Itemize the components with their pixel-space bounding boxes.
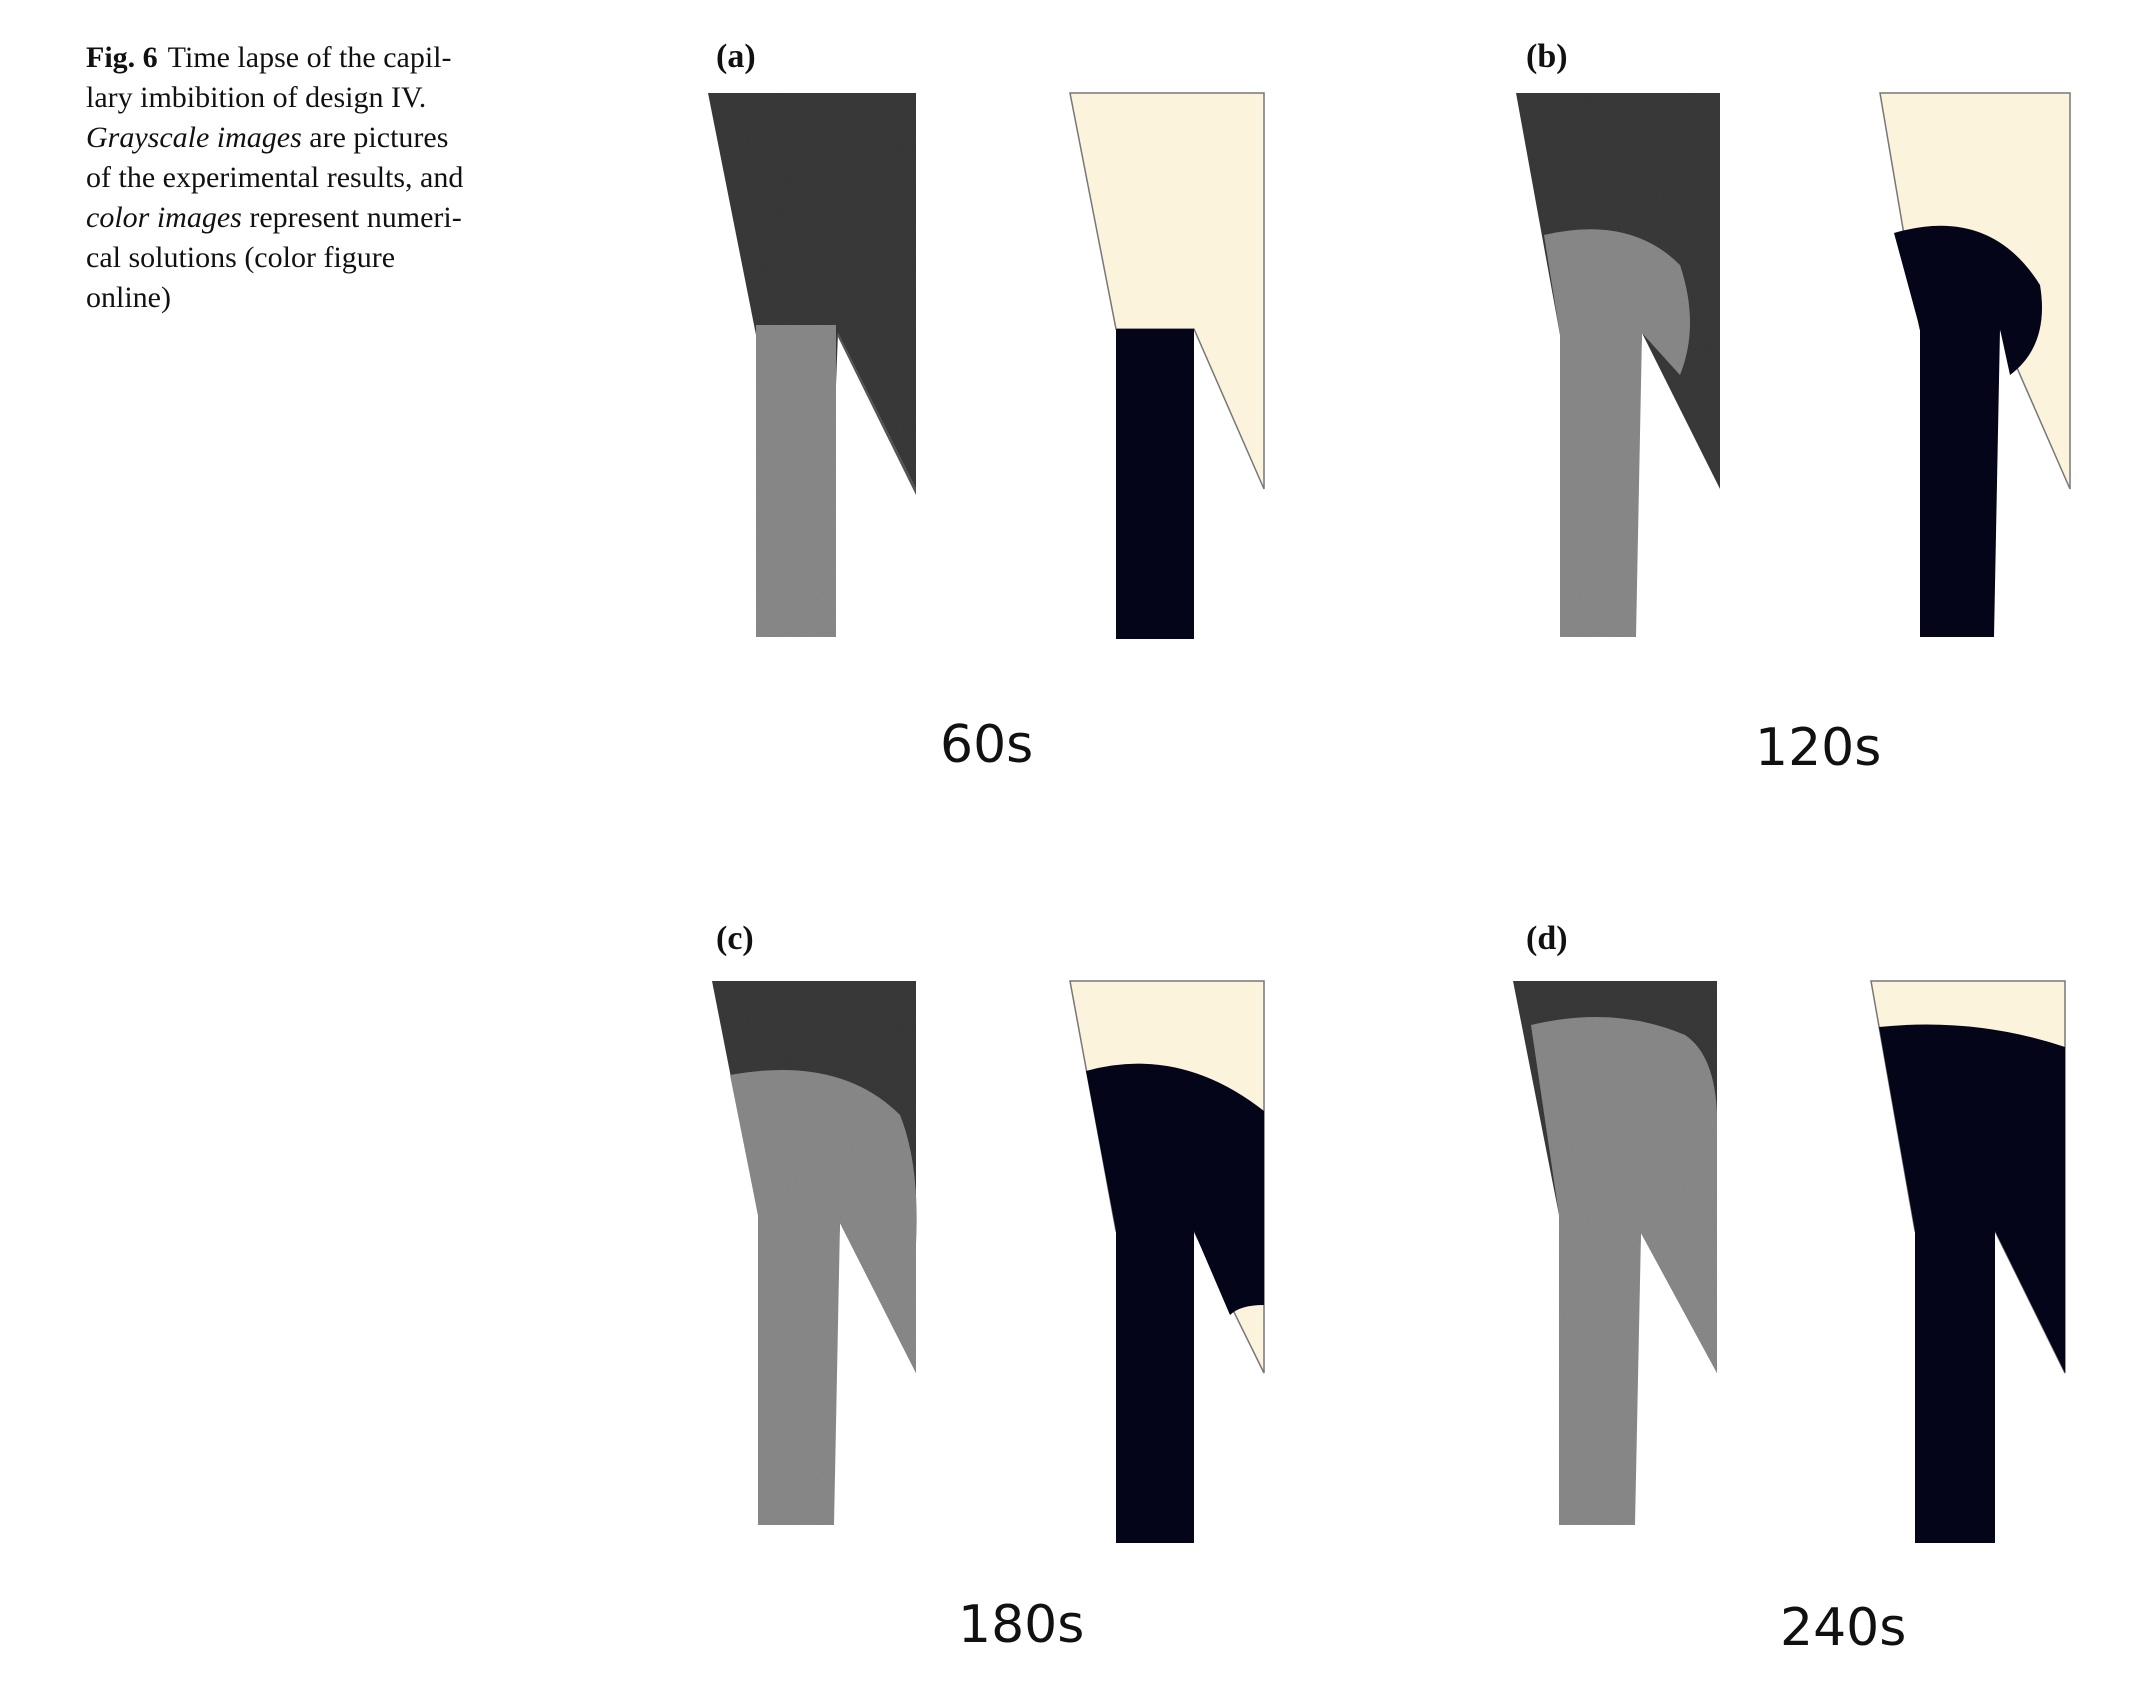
panel-a-experimental-image: [708, 93, 916, 637]
panel-d-images: [1513, 980, 2066, 1543]
panel-d-simulation-image: [1870, 980, 2066, 1543]
panel-label-c: (c): [716, 920, 754, 957]
caption-line-1: Time lapse of the capil-: [167, 41, 452, 74]
time-label-a: 60s: [940, 715, 1034, 775]
figure-number: Fig. 6: [86, 41, 158, 74]
panel-c-experimental-image: [712, 981, 917, 1525]
panel-label-a: (a): [716, 38, 756, 75]
caption-line-6: cal solutions (color figure: [86, 241, 396, 274]
time-label-b: 120s: [1755, 718, 1882, 778]
caption-line-2: lary imbibition of design IV.: [86, 81, 427, 114]
panel-c-simulation-image: [1069, 980, 1265, 1543]
caption-line-3-emphasis: Grayscale images: [86, 121, 302, 154]
panel-b-experimental-image: [1516, 93, 1720, 638]
caption-line-5: represent numeri-: [241, 201, 462, 234]
time-label-d: 240s: [1780, 1598, 1907, 1658]
caption-line-7: online): [86, 281, 171, 314]
panel-b-simulation-image: [1879, 92, 2071, 638]
panel-label-b: (b): [1526, 38, 1568, 75]
caption-line-4: of the experimental results, and: [86, 161, 464, 194]
panel-d-experimental-image: [1513, 981, 1717, 1525]
panel-c-images: [712, 980, 1265, 1543]
panel-a-simulation-image: [1069, 92, 1265, 639]
time-label-c: 180s: [958, 1595, 1085, 1655]
panel-label-d: (d): [1526, 920, 1568, 957]
caption-line-5-emphasis: color images: [86, 201, 242, 234]
panel-a-images: [708, 92, 1265, 639]
caption-line-3: are pictures: [301, 121, 449, 154]
figure-caption: Fig. 6 Time lapse of the capil- lary imbi…: [86, 38, 526, 318]
panel-b-images: [1516, 92, 2071, 638]
